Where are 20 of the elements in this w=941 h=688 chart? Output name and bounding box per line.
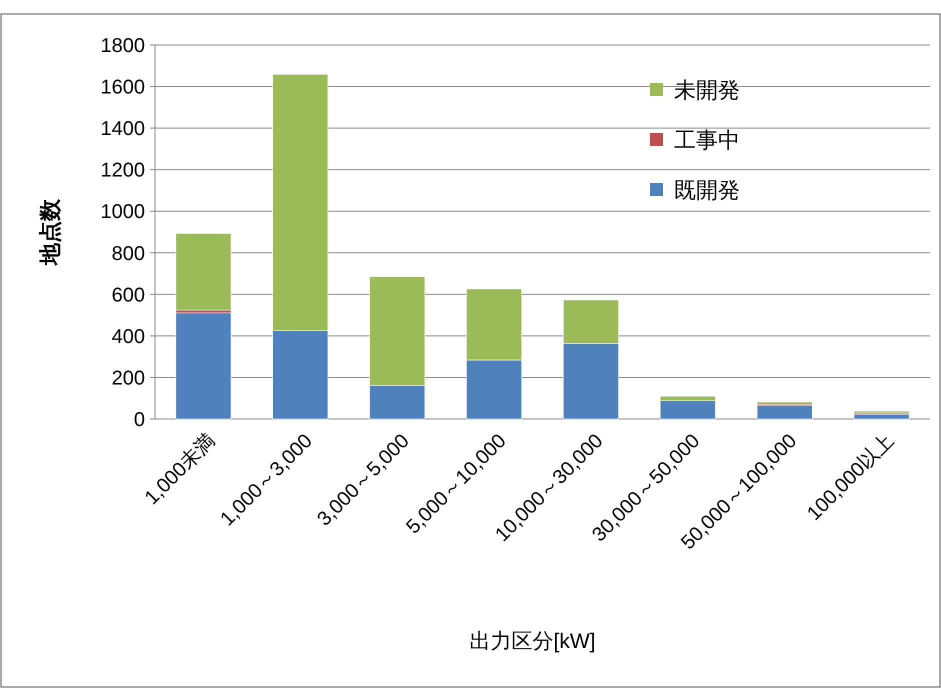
legend-label: 工事中 bbox=[674, 128, 740, 153]
y-tick-label: 600 bbox=[112, 284, 145, 306]
y-tick-label: 1200 bbox=[100, 160, 145, 182]
y-tick-label: 1600 bbox=[100, 76, 145, 99]
y-tick-label: 1400 bbox=[100, 118, 145, 140]
y-tick-label: 0 bbox=[134, 409, 145, 431]
y-tick-label: 800 bbox=[112, 242, 145, 265]
y-tick-label: 1000 bbox=[100, 201, 145, 224]
bar bbox=[854, 414, 910, 420]
legend-label: 未開発 bbox=[674, 78, 740, 103]
bar bbox=[176, 233, 232, 310]
y-tick-label: 400 bbox=[112, 326, 145, 348]
bar bbox=[660, 400, 716, 420]
bar bbox=[756, 405, 813, 420]
x-axis-title: 出力区分[kW] bbox=[470, 630, 596, 653]
bar bbox=[176, 312, 232, 420]
legend-label: 既開発 bbox=[674, 178, 740, 203]
y-axis-title: 地点数 bbox=[38, 198, 63, 266]
y-tick-label: 1800 bbox=[100, 35, 145, 57]
y-tick-label: 200 bbox=[112, 367, 145, 390]
